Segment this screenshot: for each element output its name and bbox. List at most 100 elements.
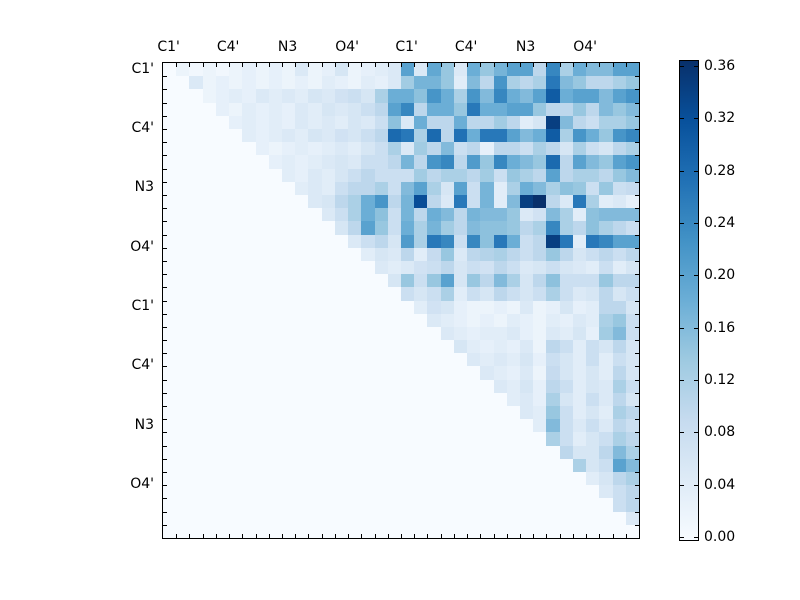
colorbar-tick-label: 0.04: [704, 476, 736, 493]
heatmap-cell: [321, 313, 335, 327]
heatmap-cell: [321, 260, 335, 275]
heatmap-cell: [255, 102, 269, 116]
axis-tick: [163, 89, 167, 90]
heatmap-cell: [189, 379, 203, 393]
heatmap-cell: [467, 458, 481, 473]
heatmap-cell: [401, 485, 415, 499]
heatmap-cell: [453, 326, 468, 341]
heatmap-cell: [334, 208, 349, 222]
heatmap-cell: [401, 208, 415, 222]
heatmap-cell: [559, 353, 573, 367]
heatmap-cell: [453, 89, 468, 103]
heatmap-cell: [374, 221, 388, 235]
axis-tick: [176, 63, 177, 67]
heatmap-cell: [480, 445, 494, 459]
heatmap-cell: [401, 260, 415, 275]
heatmap-cell: [242, 472, 256, 486]
heatmap-cell: [255, 128, 269, 143]
heatmap-cell: [361, 485, 375, 499]
heatmap-cell: [163, 340, 177, 354]
heatmap-cell: [361, 445, 375, 459]
heatmap-cell: [520, 63, 534, 77]
heatmap-cell: [308, 194, 322, 209]
heatmap-cell: [586, 142, 600, 156]
heatmap-cell: [334, 498, 349, 512]
axis-tick: [282, 63, 283, 67]
heatmap-cell: [348, 353, 362, 367]
heatmap-cell: [427, 472, 441, 486]
colorbar-tick-label: 0.24: [704, 215, 736, 231]
axis-tick: [163, 182, 167, 183]
heatmap-cell: [506, 472, 520, 486]
axis-tick: [546, 63, 547, 67]
heatmap-cell: [295, 498, 309, 512]
heatmap-cell: [559, 142, 573, 156]
heatmap-cell: [572, 458, 587, 473]
heatmap-cell: [268, 208, 282, 222]
heatmap-cell: [189, 76, 203, 90]
heatmap-cell: [625, 115, 639, 129]
heatmap-cell: [361, 168, 375, 182]
heatmap-cell: [546, 155, 560, 169]
heatmap-cell: [572, 274, 587, 288]
heatmap-cell: [282, 287, 296, 301]
axis-tick: [163, 512, 167, 513]
heatmap-cell: [480, 485, 494, 499]
heatmap-cell: [374, 76, 388, 90]
left-axis-label: C1': [131, 298, 154, 315]
heatmap-cell: [520, 102, 534, 116]
heatmap-cell: [348, 287, 362, 301]
heatmap-cell: [308, 63, 322, 77]
heatmap-cell: [268, 419, 282, 433]
heatmap-cell: [559, 194, 573, 209]
heatmap-cell: [387, 472, 401, 486]
heatmap-cell: [176, 498, 190, 512]
heatmap-cell: [401, 234, 415, 248]
heatmap-cell: [348, 128, 362, 143]
heatmap-cell: [189, 142, 203, 156]
top-axis-label: C4': [216, 39, 240, 55]
heatmap-cell: [625, 208, 639, 222]
heatmap-cell: [440, 300, 454, 314]
colorbar-tick-label: 0.08: [704, 424, 736, 441]
heatmap-cell: [268, 472, 282, 486]
heatmap-cell: [387, 128, 401, 143]
axis-tick: [533, 534, 534, 538]
heatmap-cell: [282, 128, 296, 143]
heatmap-cell: [533, 458, 547, 473]
axis-tick: [256, 534, 257, 538]
axis-tick: [560, 63, 561, 67]
heatmap-cell: [229, 221, 243, 235]
heatmap-cell: [480, 142, 494, 156]
heatmap-cell: [625, 366, 639, 380]
axis-tick: [388, 534, 389, 538]
colorbar: [679, 60, 699, 541]
heatmap-cell: [229, 300, 243, 314]
heatmap-cell: [242, 247, 256, 261]
heatmap-cell: [308, 406, 322, 420]
axis-tick: [163, 366, 167, 367]
heatmap-cell: [295, 458, 309, 473]
heatmap-cell: [189, 247, 203, 261]
heatmap-cell: [467, 340, 481, 354]
heatmap-cell: [586, 326, 600, 341]
heatmap-cell: [242, 379, 256, 393]
heatmap-cell: [520, 432, 534, 446]
heatmap-cell: [348, 208, 362, 222]
heatmap-cell: [348, 247, 362, 261]
heatmap-cell: [242, 115, 256, 129]
heatmap-cell: [361, 300, 375, 314]
heatmap-cell: [361, 115, 375, 129]
top-axis-label: C1': [395, 39, 418, 55]
axis-tick: [189, 63, 190, 67]
heatmap-cell: [255, 63, 269, 77]
heatmap-cell: [572, 432, 587, 446]
heatmap-cell: [533, 102, 547, 116]
heatmap-cell: [255, 260, 269, 275]
heatmap-cell: [268, 498, 282, 512]
heatmap-cell: [506, 221, 520, 235]
heatmap-cell: [255, 115, 269, 129]
heatmap-cell: [348, 485, 362, 499]
heatmap-cell: [506, 247, 520, 261]
heatmap-cell: [599, 63, 613, 77]
